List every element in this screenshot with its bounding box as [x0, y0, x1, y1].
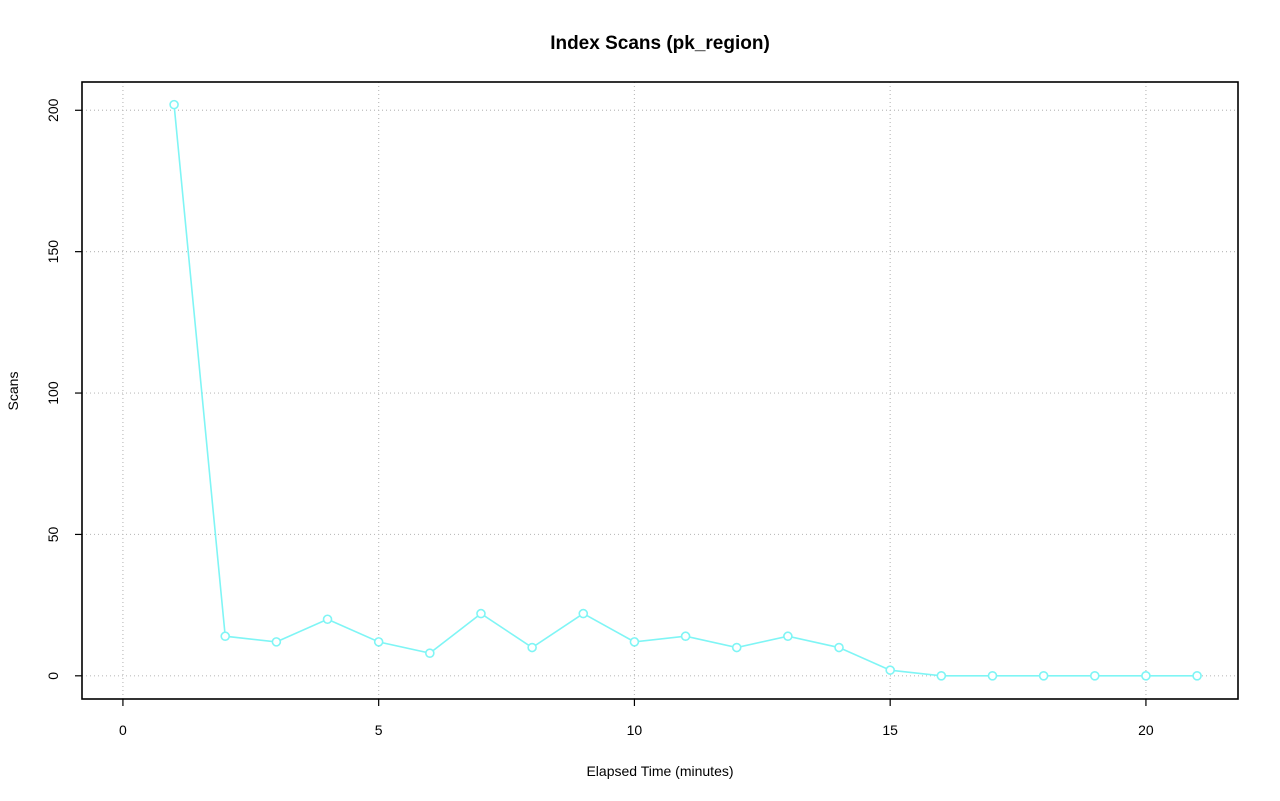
data-point	[629, 637, 640, 647]
data-point	[1038, 671, 1049, 681]
data-point	[425, 648, 435, 658]
x-axis-label: Elapsed Time (minutes)	[586, 763, 733, 779]
y-tick-label: 50	[45, 526, 61, 542]
data-point	[680, 631, 691, 642]
data-point	[987, 671, 998, 681]
data-point	[373, 637, 384, 647]
plot-frame	[81, 81, 1239, 700]
y-tick-label: 0	[45, 672, 61, 680]
data-point	[476, 608, 486, 619]
data-point	[936, 671, 947, 681]
data-point	[1192, 671, 1202, 681]
data-point	[731, 642, 742, 653]
data-point	[885, 665, 895, 675]
data-point	[834, 642, 844, 653]
data-point	[169, 99, 179, 110]
data-point	[578, 608, 589, 619]
x-tick-label: 20	[1138, 722, 1154, 738]
series-line	[173, 104, 1198, 677]
chart-title: Index Scans (pk_region)	[550, 33, 770, 54]
x-axis: 0 5 10 15 20	[119, 699, 1154, 738]
data-point	[1141, 671, 1151, 681]
y-tick-label: 200	[45, 98, 61, 122]
data-point	[271, 637, 282, 647]
data-point	[322, 614, 333, 625]
series-layer	[169, 99, 1202, 681]
x-tick-label: 10	[627, 722, 643, 738]
data-point	[527, 642, 537, 653]
x-tick-label: 5	[375, 722, 383, 738]
y-axis-label: Scans	[5, 372, 21, 411]
y-tick-label: 150	[45, 240, 61, 264]
data-point	[1089, 671, 1100, 681]
x-tick-label: 0	[119, 722, 127, 738]
grid-lines	[82, 82, 1238, 699]
x-tick-label: 15	[882, 722, 898, 738]
y-axis: 0 50 100 150 200	[45, 98, 82, 680]
data-point	[220, 631, 231, 642]
data-point	[783, 631, 793, 642]
y-tick-label: 100	[45, 381, 61, 405]
